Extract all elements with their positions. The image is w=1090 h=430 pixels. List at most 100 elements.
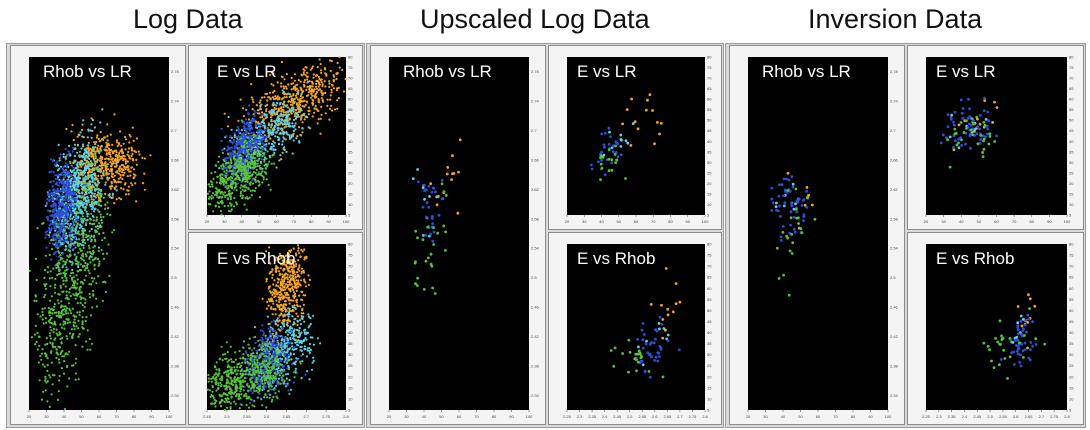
data-point <box>43 276 46 279</box>
data-point <box>62 197 65 200</box>
data-point <box>274 307 277 310</box>
data-point <box>281 259 284 262</box>
y-tick-label: 10 <box>348 202 353 207</box>
data-point <box>62 283 65 286</box>
data-point <box>229 192 232 195</box>
data-point <box>128 141 131 144</box>
data-point <box>226 173 229 176</box>
data-point <box>251 391 254 395</box>
data-point <box>77 261 80 264</box>
data-point <box>94 155 97 158</box>
data-point <box>120 171 124 174</box>
data-point <box>52 239 55 242</box>
data-point <box>71 268 74 271</box>
data-point <box>306 71 309 74</box>
data-point <box>214 205 217 208</box>
data-point <box>72 222 75 225</box>
data-point <box>276 293 279 296</box>
data-point <box>72 139 75 142</box>
plot-panel-log-rhob-lr[interactable]: 20 30 40 50 60 70 80 90 100 2.34 2.38 2.42 2.46 2.5 2.… <box>10 45 186 425</box>
data-point <box>49 210 52 213</box>
data-point <box>77 177 80 180</box>
plot-panel-log-e-lr[interactable]: 20 30 40 50 60 70 80 90 100 5 10 15 20 25 30 35 40 45 50 55… <box>188 45 363 230</box>
data-point <box>319 342 322 345</box>
data-point <box>81 171 84 175</box>
data-point <box>77 189 80 192</box>
data-point <box>296 319 299 322</box>
data-point <box>62 230 65 233</box>
data-point <box>263 160 266 163</box>
data-point <box>77 238 81 241</box>
data-point <box>289 290 292 293</box>
x-tick-label: 2.55 <box>243 414 252 419</box>
data-point <box>329 94 332 97</box>
data-point <box>301 121 304 124</box>
data-point <box>67 171 70 174</box>
data-point <box>260 103 263 106</box>
data-point <box>50 393 53 396</box>
data-point <box>252 131 255 134</box>
data-point <box>115 162 118 165</box>
data-point <box>101 239 104 242</box>
data-point <box>66 385 69 388</box>
data-point <box>45 233 48 236</box>
data-point <box>109 187 112 190</box>
data-point <box>86 251 89 254</box>
data-point <box>110 175 113 178</box>
data-point <box>291 122 294 125</box>
data-point <box>261 116 264 119</box>
data-point <box>318 83 321 86</box>
data-point <box>222 165 225 168</box>
data-point <box>76 206 79 209</box>
data-point <box>277 316 280 319</box>
data-point <box>96 134 99 137</box>
data-point <box>313 95 316 98</box>
data-point <box>149 154 152 157</box>
data-point <box>221 168 224 171</box>
plot-panel-log-e-rhob[interactable]: 2.45 2.5 2.55 2.6 2.65 2.7 2.75 2.8 5 10 15 20 25 30 3… <box>188 232 363 425</box>
data-point <box>272 292 275 295</box>
data-point <box>64 194 68 197</box>
data-point <box>291 287 294 290</box>
data-point <box>294 108 297 112</box>
data-point <box>71 364 74 367</box>
data-point <box>280 106 283 110</box>
data-point <box>60 188 64 191</box>
data-point <box>299 108 303 111</box>
data-point <box>122 188 125 191</box>
data-point <box>61 355 64 358</box>
data-point <box>49 308 53 311</box>
data-point <box>277 115 280 118</box>
data-point <box>50 351 53 354</box>
data-point <box>275 166 278 169</box>
data-point <box>111 157 114 160</box>
data-point <box>287 353 291 357</box>
data-point <box>69 228 72 231</box>
data-point <box>69 217 72 220</box>
data-point <box>279 131 282 134</box>
data-point <box>233 186 236 189</box>
data-point <box>229 195 232 198</box>
data-point <box>134 182 137 185</box>
data-point <box>62 279 65 282</box>
data-point <box>220 164 223 168</box>
data-point <box>99 193 102 196</box>
data-point <box>221 151 224 154</box>
data-point <box>317 98 320 101</box>
data-point <box>66 364 69 367</box>
data-point <box>46 216 49 219</box>
data-point <box>54 204 57 207</box>
data-point <box>75 166 78 170</box>
y-tick-label: 2.42 <box>171 334 180 339</box>
y-tick-label: 25 <box>348 170 353 175</box>
data-point <box>271 154 274 157</box>
data-point <box>115 181 118 184</box>
data-point <box>88 247 91 250</box>
data-point <box>291 327 294 330</box>
data-point <box>68 321 71 324</box>
data-point <box>247 148 250 151</box>
data-point <box>44 204 47 207</box>
data-point <box>292 110 295 113</box>
data-point <box>74 237 77 240</box>
data-point <box>311 336 314 339</box>
